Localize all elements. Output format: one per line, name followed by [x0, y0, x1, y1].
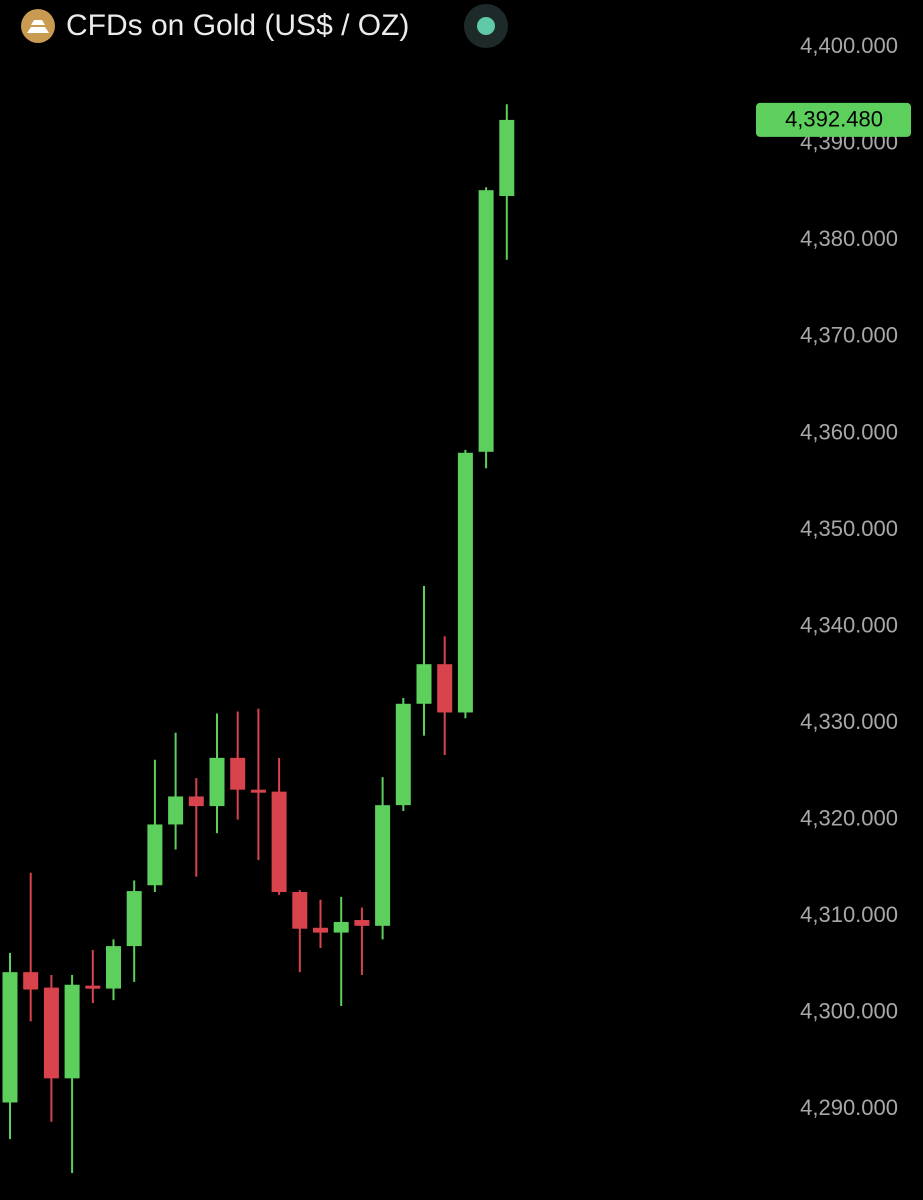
y-tick-label: 4,400.000 — [800, 33, 898, 58]
y-tick-label: 4,370.000 — [800, 323, 898, 348]
y-tick-label: 4,300.000 — [800, 999, 898, 1024]
candle-body — [188, 796, 204, 807]
candle-body — [499, 119, 515, 196]
y-tick-label: 4,340.000 — [800, 612, 898, 637]
candle-body — [250, 789, 266, 793]
y-tick-label: 4,330.000 — [800, 709, 898, 734]
y-tick-label: 4,310.000 — [800, 902, 898, 927]
symbol-icon — [21, 9, 55, 43]
candle-body — [209, 757, 225, 807]
candle-body — [85, 985, 101, 989]
candle-body — [126, 891, 142, 947]
status-indicator — [464, 4, 508, 48]
candle-body — [333, 921, 349, 933]
y-tick-label: 4,290.000 — [800, 1095, 898, 1120]
candle-body — [64, 984, 80, 1079]
y-tick-label: 4,360.000 — [800, 419, 898, 444]
candle-body — [106, 946, 121, 989]
candle-body — [457, 452, 473, 713]
y-tick-label: 4,380.000 — [800, 226, 898, 251]
candle-body — [395, 703, 411, 806]
candle-body — [271, 791, 287, 893]
candle-body — [375, 805, 391, 926]
candle-body — [168, 796, 184, 825]
candle-body — [2, 972, 18, 1103]
last-price-badge — [756, 102, 911, 137]
candle-body — [43, 987, 59, 1079]
candle-body — [292, 892, 308, 929]
last-price-label: 4,392.480 — [785, 107, 883, 132]
candle-body — [23, 972, 39, 990]
y-tick-label: 4,350.000 — [800, 516, 898, 541]
y-tick-label: 4,320.000 — [800, 805, 898, 830]
candle-body — [313, 927, 328, 933]
candle-body — [478, 190, 494, 452]
candle-body — [354, 920, 370, 926]
candle-body — [437, 664, 453, 713]
candle-body — [416, 664, 432, 704]
chart-title: CFDs on Gold (US$ / OZ) — [66, 9, 409, 42]
candle-body — [230, 757, 246, 790]
candle-body — [147, 824, 163, 886]
